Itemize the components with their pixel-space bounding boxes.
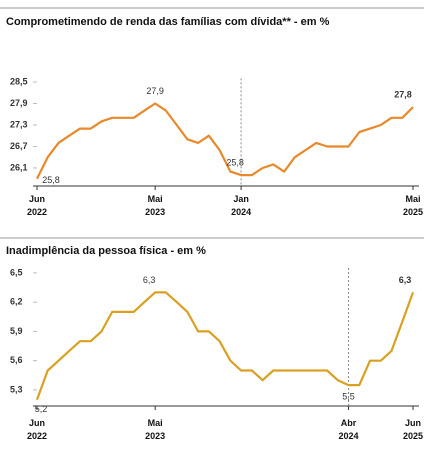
y-tick-label: 26,7 <box>10 141 28 151</box>
annotation: 6,3 <box>399 275 412 285</box>
y-tick-label: 6,5 <box>10 267 23 277</box>
annotation: 27,9 <box>146 86 164 96</box>
annotation: 5,2 <box>35 404 48 414</box>
chart-title: Comprometimendo de renda das famílias co… <box>6 16 330 28</box>
y-tick-label: 26,1 <box>10 162 28 172</box>
y-tick-label: 5,9 <box>10 326 23 336</box>
x-tick-label: Jan 2024 <box>231 194 252 217</box>
chart-title: Inadimplência da pessoa física - em % <box>6 245 206 257</box>
x-tick-label: Jun 2022 <box>26 418 48 441</box>
x-tick-label: Mai 2023 <box>145 194 166 217</box>
x-tick-label: Jun 2025 <box>402 418 424 441</box>
x-tick-label: Mai 2023 <box>145 418 166 441</box>
annotation: 25,8 <box>42 175 60 185</box>
x-tick-label: Mai 2025 <box>402 194 424 217</box>
y-tick-label: 28,5 <box>10 76 28 86</box>
data-line <box>35 291 415 401</box>
y-tick-label: 27,3 <box>10 119 28 129</box>
annotation: 25,8 <box>226 158 244 168</box>
x-tick-label: Abr 2024 <box>338 418 359 441</box>
x-tick-label: Jun 2022 <box>26 194 48 217</box>
annotation: 27,8 <box>394 89 412 99</box>
y-tick-label: 5,6 <box>10 355 23 365</box>
y-tick-label: 6,2 <box>10 297 23 307</box>
annotation: 5,5 <box>342 391 355 401</box>
data-line <box>36 102 414 180</box>
y-tick-label: 27,9 <box>10 98 28 108</box>
annotation: 6,3 <box>143 275 156 285</box>
y-tick-label: 5,3 <box>10 384 23 394</box>
